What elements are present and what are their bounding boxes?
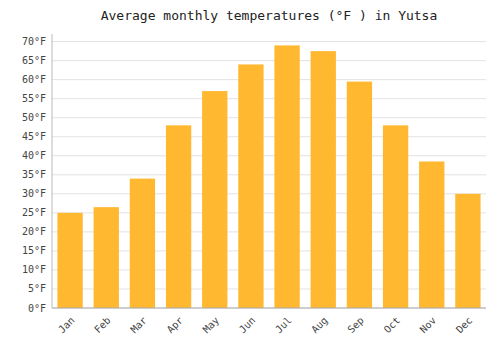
y-tick-label: 5°F	[28, 283, 46, 294]
y-tick-label: 10°F	[22, 264, 46, 275]
grid	[52, 42, 486, 308]
y-tick-label: 25°F	[22, 207, 46, 218]
x-tick-label: Aug	[309, 315, 330, 336]
x-tick-label: Jul	[273, 315, 294, 336]
grid-line	[52, 155, 486, 156]
y-axis: 0°F 5°F 10°F 15°F 20°F 25°F 30°F 35°F 40°F 45°F 50…	[22, 36, 46, 313]
grid-line	[52, 98, 486, 99]
bar	[166, 125, 191, 308]
x-tick-label: Sep	[345, 315, 366, 336]
x-axis-line	[52, 308, 486, 309]
bar	[419, 161, 444, 308]
bar	[383, 125, 408, 308]
title: Average monthly temperatures (°F ) in Yu…	[101, 8, 438, 23]
bar	[455, 194, 480, 308]
y-tick-label: 50°F	[22, 112, 46, 123]
y-tick-label: 30°F	[22, 188, 46, 199]
chart-container: Average monthly temperatures (°F ) in Yu…	[0, 0, 500, 350]
x-tick-label: Apr	[165, 315, 186, 336]
y-tick-label: 15°F	[22, 245, 46, 256]
bars	[57, 45, 480, 308]
y-tick-label: 40°F	[22, 150, 46, 161]
grid-line	[52, 136, 486, 137]
x-tick-label: Jun	[237, 315, 258, 336]
y-tick-label: 65°F	[22, 55, 46, 66]
grid-line	[52, 79, 486, 80]
x-tick-label: Jan	[56, 315, 77, 336]
x-tick-label: Dec	[454, 315, 475, 336]
bar	[57, 213, 82, 308]
y-axis-line	[52, 34, 53, 308]
bar	[274, 45, 299, 308]
grid-line	[52, 117, 486, 118]
y-tick-label: 55°F	[22, 93, 46, 104]
y-tick-label: 0°F	[28, 303, 46, 314]
grid-line	[52, 41, 486, 42]
x-tick-label: Oct	[382, 315, 403, 336]
bar	[94, 207, 119, 308]
y-tick-label: 35°F	[22, 169, 46, 180]
x-tick-label: May	[201, 315, 222, 336]
x-tick-label: Mar	[128, 315, 149, 336]
bar	[130, 179, 155, 308]
y-tick-label: 45°F	[22, 131, 46, 142]
bar	[238, 64, 263, 308]
x-tick-label: Feb	[92, 315, 113, 336]
y-tick-label: 70°F	[22, 36, 46, 47]
y-tick-label: 60°F	[22, 74, 46, 85]
chart: Average monthly temperatures (°F ) in Yu…	[0, 0, 500, 350]
x-tick-label: Nov	[418, 315, 439, 336]
bar	[202, 91, 227, 308]
grid-line	[52, 308, 486, 309]
y-tick-label: 20°F	[22, 226, 46, 237]
bar	[347, 82, 372, 308]
bar	[311, 51, 336, 308]
x-axis: Jan Feb Mar Apr May Jun Jul Aug Sep Oct Nov Dec	[56, 315, 474, 336]
grid-line	[52, 60, 486, 61]
